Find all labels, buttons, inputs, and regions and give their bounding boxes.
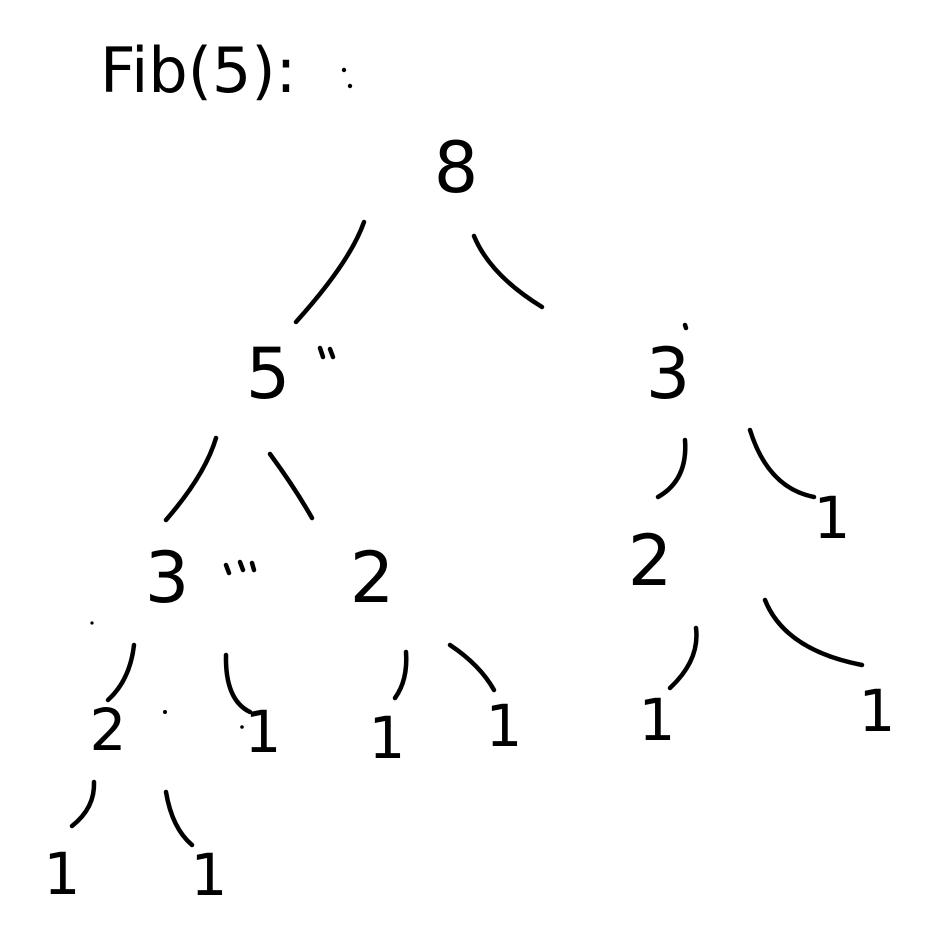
edge-r-left [655,437,688,500]
edge-rl-left [667,625,699,691]
edge-rl-right [762,597,865,668]
edge-l-left [163,435,219,523]
node-root: 8 [434,127,479,209]
mark-node-r [682,322,689,331]
node-lllr: 1 [191,841,228,909]
mark-node-ll [223,559,257,576]
edge-root-right [471,233,545,310]
node-rr: 1 [814,484,851,552]
node-rlr: 1 [859,677,896,745]
speck [240,725,244,729]
node-lrr: 1 [486,692,523,760]
speck [341,67,347,73]
node-r: 3 [646,333,691,415]
mark-node-l [317,345,336,360]
node-llll: 1 [44,840,81,908]
edge-lll-left [69,779,97,829]
node-ll: 3 [145,537,190,619]
node-rll: 1 [639,686,676,754]
edge-lr-right [447,642,497,693]
node-llr: 1 [245,698,282,766]
speck [347,83,353,89]
edge-l-right [267,451,315,521]
edge-ll-right [223,652,253,715]
speck [163,710,167,714]
node-lr: 2 [350,537,395,619]
node-lrl: 1 [369,704,406,772]
edge-lr-left [392,649,409,701]
node-rl: 2 [628,520,673,602]
edge-root-left [293,219,367,325]
node-lll: 2 [90,696,127,764]
speck [90,621,94,625]
edge-r-right [747,427,817,500]
node-l: 5 [246,333,291,415]
edge-lll-right [163,789,195,848]
title: Fib(5): [100,34,296,107]
edge-ll-left [105,642,137,703]
